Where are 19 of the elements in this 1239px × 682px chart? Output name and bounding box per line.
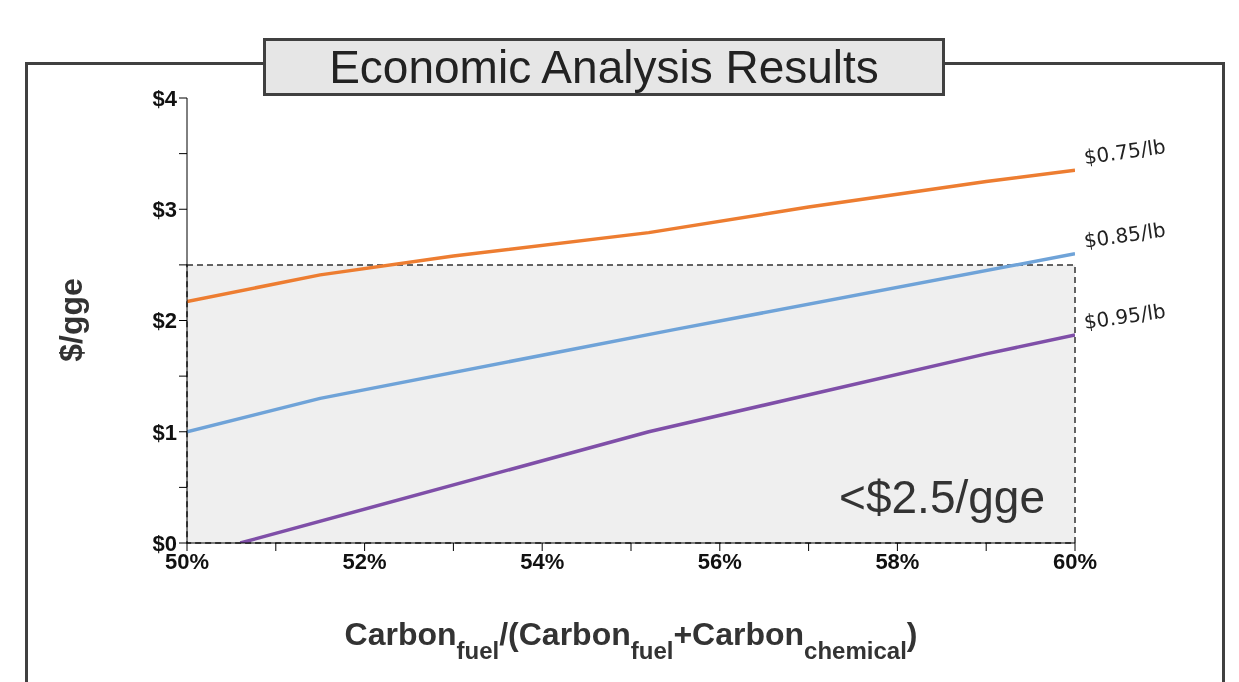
- x-tick-label: 58%: [875, 548, 920, 574]
- x-tick-label: 52%: [342, 548, 387, 574]
- x-axis-title: Carbon$_{fuel}$/(Carbon$_{fuel}$+Carbon$_{chemical}$): [344, 616, 918, 664]
- band-label: <$2.5/gge: [839, 471, 1045, 523]
- text: $0.85/lb: [1082, 217, 1168, 253]
- x-tick-label: 54%: [520, 548, 565, 574]
- y-tick-label: $2: [152, 308, 177, 334]
- y-tick-label: $3: [152, 197, 177, 223]
- x-tick-label: 60%: [1052, 548, 1098, 574]
- y-axis-title: $/gge: [53, 278, 89, 362]
- chart-title: Economic Analysis Results: [263, 38, 945, 96]
- text: $0.95/lb: [1082, 298, 1168, 334]
- line-series: [187, 168, 1075, 304]
- x-tick-label: 56%: [697, 548, 742, 574]
- line-series: [187, 252, 1075, 434]
- text: $0.75/lb: [1082, 134, 1168, 170]
- line-series: [238, 333, 1075, 543]
- y-tick-label: $1: [152, 419, 177, 445]
- y-tick-label: $4: [152, 85, 178, 111]
